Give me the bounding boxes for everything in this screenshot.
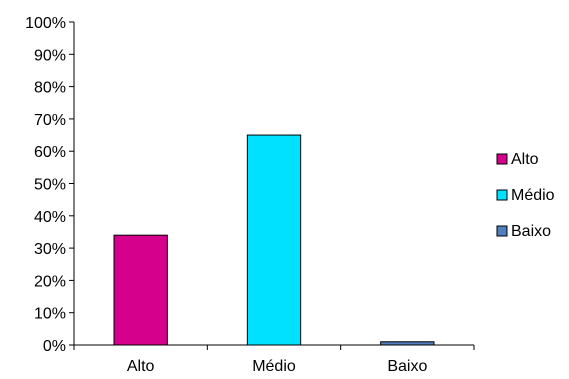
y-tick-label: 40%: [34, 209, 66, 226]
legend-swatch: [496, 225, 508, 237]
y-tick-label: 70%: [34, 112, 66, 129]
bar-medio: [246, 134, 302, 346]
legend-label: Médio: [511, 187, 555, 204]
x-tick-label: Alto: [127, 358, 155, 375]
legend: Alto Médio Baixo: [496, 151, 555, 240]
legend-label: Baixo: [511, 223, 551, 240]
x-tick-label: Baixo: [387, 358, 427, 375]
y-tick-label: 80%: [34, 80, 66, 97]
y-tick-label: 90%: [34, 47, 66, 64]
bars: [113, 134, 435, 346]
bar-baixo: [380, 341, 435, 346]
y-tick-label: 30%: [34, 241, 66, 258]
x-tick-label: Médio: [252, 358, 296, 375]
bar-alto: [113, 234, 168, 346]
y-tick-label: 60%: [34, 144, 66, 161]
x-axis: Alto Médio Baixo: [73, 344, 475, 375]
y-tick-label: 20%: [34, 273, 66, 290]
y-axis: 0% 10% 20% 30% 40% 50% 60% 70% 80% 90% 100%: [25, 15, 75, 355]
legend-swatch: [496, 189, 508, 201]
legend-swatch: [496, 153, 508, 165]
y-tick-label: 50%: [34, 177, 66, 194]
y-tick-label: 10%: [34, 306, 66, 323]
y-tick-label: 0%: [43, 338, 66, 355]
legend-label: Alto: [511, 151, 539, 168]
y-tick-label: 100%: [25, 15, 66, 32]
